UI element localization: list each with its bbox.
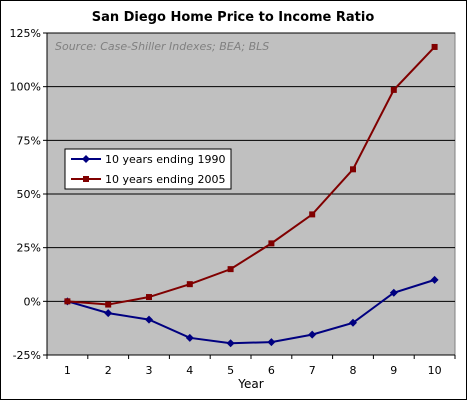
series-1-point: [308, 330, 317, 339]
x-tick-label: 6: [268, 364, 275, 377]
series-2-point: [186, 281, 193, 288]
x-tick-label: 4: [186, 364, 193, 377]
series-2-point: [64, 298, 71, 305]
series-1-point: [267, 338, 276, 347]
chart-title: San Diego Home Price to Income Ratio: [92, 10, 375, 25]
x-tick-label: 5: [227, 364, 234, 377]
series-1-point: [104, 309, 113, 318]
y-tick-label: 50%: [17, 188, 41, 201]
series-layer: [63, 43, 439, 348]
x-tick-label: 3: [146, 364, 153, 377]
y-tick-label: -25%: [13, 349, 41, 362]
legend-swatch-marker: [82, 155, 90, 163]
x-tick-label: 10: [428, 364, 442, 377]
x-tick-label: 8: [350, 364, 357, 377]
series-2-point: [390, 86, 397, 93]
source-annotation: Source: Case-Shiller Indexes; BEA; BLS: [55, 40, 269, 53]
x-axis-label: Year: [237, 377, 263, 391]
series-2-point: [309, 211, 316, 218]
legend-swatch-marker: [83, 176, 89, 182]
legend: 10 years ending 1990 10 years ending 2005: [64, 148, 232, 190]
y-tick-label: 100%: [10, 81, 41, 94]
y-tick-label: 0%: [24, 295, 41, 308]
series-2-point: [268, 240, 275, 247]
series-1-line: [67, 278, 435, 345]
legend-box: [64, 148, 232, 190]
series-2-point: [146, 294, 152, 301]
x-tick-label: 1: [64, 364, 71, 377]
series-2-point: [350, 166, 356, 173]
series-1-point: [226, 339, 235, 348]
x-tick-label: 2: [105, 364, 112, 377]
series-1-point: [430, 275, 439, 284]
series-1-point: [389, 288, 398, 297]
series-2-point: [431, 43, 438, 50]
series-2-point: [105, 301, 112, 308]
x-tick-label: 9: [390, 364, 397, 377]
series-2-line: [67, 46, 436, 306]
y-tick-label: 75%: [17, 134, 41, 147]
y-tick-label: 125%: [10, 27, 41, 40]
series-1-point: [349, 318, 357, 327]
series-1-point: [145, 315, 153, 324]
axes: -25% 0% 25% 50% 75% 100% 125% 1 2 3 4 5 6 7 8 9 10: [10, 27, 456, 377]
legend-label: 10 years ending 1990: [105, 153, 225, 166]
x-tick-label: 7: [309, 364, 316, 377]
legend-label: 10 years ending 2005: [105, 173, 225, 186]
series-2-point: [227, 266, 234, 273]
series-1-point: [185, 333, 194, 342]
y-tick-label: 25%: [17, 242, 41, 255]
